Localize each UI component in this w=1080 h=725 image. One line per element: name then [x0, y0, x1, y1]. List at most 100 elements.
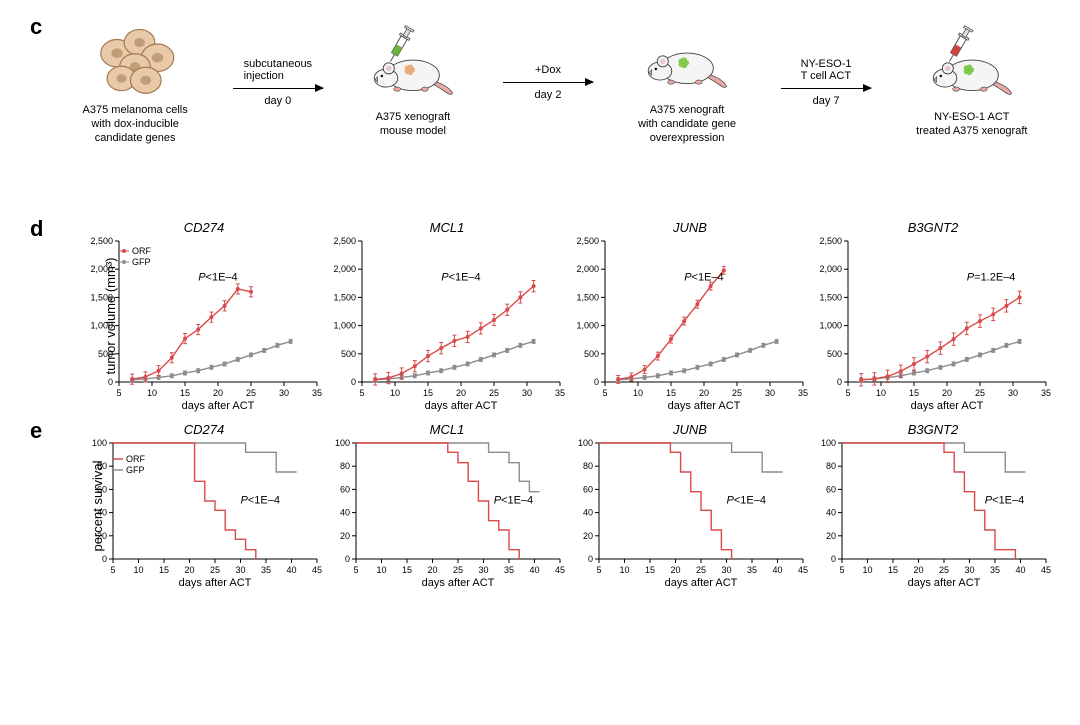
svg-text:ORF: ORF	[126, 454, 146, 464]
svg-text:15: 15	[159, 565, 169, 575]
svg-text:30: 30	[279, 388, 289, 398]
svg-text:15: 15	[402, 565, 412, 575]
svg-text:2,000: 2,000	[819, 264, 842, 274]
svg-text:25: 25	[489, 388, 499, 398]
flow-arrow: NY-ESO-1T cell ACTday 7	[781, 58, 871, 107]
svg-text:P<1E–4: P<1E–4	[241, 494, 280, 506]
svg-text:500: 500	[827, 349, 842, 359]
svg-text:35: 35	[504, 565, 514, 575]
svg-text:25: 25	[246, 388, 256, 398]
svg-text:days after ACT: days after ACT	[179, 577, 252, 589]
svg-text:25: 25	[453, 565, 463, 575]
svg-text:2,500: 2,500	[333, 237, 356, 246]
svg-text:P<1E–4: P<1E–4	[727, 494, 766, 506]
panel-c: c A375 melanoma cellswith dox-induciblec…	[30, 20, 1050, 210]
mouse_green-icon	[642, 20, 732, 100]
panel-d-charts: CD27405001,0001,5002,0002,50051015202530…	[30, 220, 1050, 412]
mouse_syringe_red_green-icon	[927, 27, 1017, 107]
svg-text:1,000: 1,000	[819, 321, 842, 331]
flow-arrow: subcutaneousinjectionday 0	[233, 58, 323, 107]
svg-text:1,500: 1,500	[333, 292, 356, 302]
svg-text:25: 25	[732, 388, 742, 398]
svg-text:35: 35	[747, 565, 757, 575]
chart-B3GNT2: B3GNT205001,0001,5002,0002,5005101520253…	[814, 220, 1052, 412]
svg-text:20: 20	[583, 531, 593, 541]
svg-text:0: 0	[588, 554, 593, 564]
svg-text:ORF: ORF	[132, 246, 152, 256]
svg-text:10: 10	[147, 388, 157, 398]
svg-text:P<1E–4: P<1E–4	[684, 271, 723, 283]
svg-text:45: 45	[798, 565, 808, 575]
svg-text:5: 5	[602, 388, 607, 398]
chart-title: B3GNT2	[814, 422, 1052, 437]
svg-text:0: 0	[345, 554, 350, 564]
svg-text:10: 10	[619, 565, 629, 575]
svg-text:20: 20	[913, 565, 923, 575]
svg-text:10: 10	[876, 388, 886, 398]
svg-text:500: 500	[584, 349, 599, 359]
svg-text:15: 15	[180, 388, 190, 398]
svg-text:1,000: 1,000	[90, 321, 113, 331]
svg-text:0: 0	[837, 377, 842, 387]
svg-text:45: 45	[555, 565, 565, 575]
chart-MCL1: MCL105001,0001,5002,0002,500510152025303…	[328, 220, 566, 412]
svg-text:2,500: 2,500	[819, 237, 842, 246]
svg-text:100: 100	[92, 439, 107, 448]
svg-text:1,500: 1,500	[576, 292, 599, 302]
svg-text:20: 20	[184, 565, 194, 575]
panel-d-label: d	[30, 216, 43, 242]
svg-text:100: 100	[335, 439, 350, 448]
chart-title: B3GNT2	[814, 220, 1052, 235]
svg-text:10: 10	[376, 565, 386, 575]
svg-text:days after ACT: days after ACT	[665, 577, 738, 589]
svg-text:30: 30	[235, 565, 245, 575]
svg-text:35: 35	[990, 565, 1000, 575]
svg-text:60: 60	[826, 484, 836, 494]
svg-text:days after ACT: days after ACT	[422, 577, 495, 589]
svg-text:30: 30	[964, 565, 974, 575]
svg-text:20: 20	[826, 531, 836, 541]
svg-text:40: 40	[340, 508, 350, 518]
svg-text:GFP: GFP	[126, 465, 145, 475]
svg-text:1,500: 1,500	[90, 292, 113, 302]
svg-text:60: 60	[97, 484, 107, 494]
svg-text:30: 30	[721, 565, 731, 575]
svg-text:0: 0	[102, 554, 107, 564]
svg-text:15: 15	[666, 388, 676, 398]
svg-text:25: 25	[210, 565, 220, 575]
svg-text:15: 15	[909, 388, 919, 398]
chart-title: CD274	[85, 220, 323, 235]
chart-title: JUNB	[571, 220, 809, 235]
svg-text:P=1.2E–4: P=1.2E–4	[967, 271, 1016, 283]
svg-text:25: 25	[975, 388, 985, 398]
svg-text:0: 0	[831, 554, 836, 564]
svg-text:P<1E–4: P<1E–4	[494, 494, 533, 506]
svg-text:45: 45	[1041, 565, 1051, 575]
svg-text:days after ACT: days after ACT	[425, 400, 498, 412]
svg-text:30: 30	[765, 388, 775, 398]
svg-text:days after ACT: days after ACT	[911, 400, 984, 412]
svg-text:40: 40	[97, 508, 107, 518]
svg-text:20: 20	[427, 565, 437, 575]
svg-text:45: 45	[312, 565, 322, 575]
svg-text:2,000: 2,000	[576, 264, 599, 274]
svg-text:days after ACT: days after ACT	[908, 577, 981, 589]
cells-icon	[90, 20, 180, 100]
svg-text:15: 15	[423, 388, 433, 398]
svg-text:40: 40	[772, 565, 782, 575]
svg-text:35: 35	[312, 388, 322, 398]
svg-text:60: 60	[583, 484, 593, 494]
svg-text:GFP: GFP	[132, 257, 151, 267]
svg-text:10: 10	[133, 565, 143, 575]
flow-item: A375 xenograftmouse model	[368, 27, 458, 139]
panel-c-label: c	[30, 14, 42, 40]
svg-text:P<1E–4: P<1E–4	[441, 271, 480, 283]
survival-CD274: CD27402040608010051015202530354045days a…	[85, 422, 323, 589]
flow-diagram: A375 melanoma cellswith dox-induciblecan…	[30, 20, 1050, 145]
svg-text:500: 500	[98, 349, 113, 359]
svg-text:0: 0	[594, 377, 599, 387]
svg-text:25: 25	[696, 565, 706, 575]
svg-text:P<1E–4: P<1E–4	[985, 494, 1024, 506]
svg-text:0: 0	[108, 377, 113, 387]
svg-text:5: 5	[596, 565, 601, 575]
